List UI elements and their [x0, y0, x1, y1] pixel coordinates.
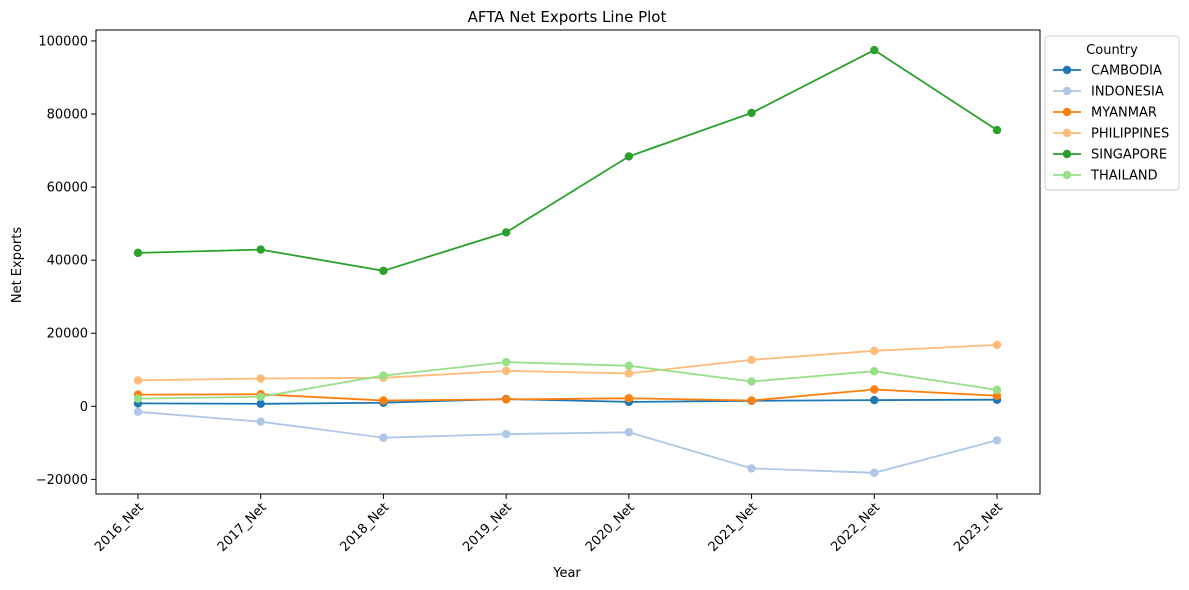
series-line-philippines: [137, 344, 998, 382]
y-axis-title: Net Exports: [10, 227, 25, 304]
data-point-philippines: [870, 346, 879, 355]
series-line-thailand: [137, 361, 998, 400]
data-point-thailand: [133, 394, 143, 403]
chart-title: AFTA Net Exports Line Plot: [468, 8, 667, 26]
series-line-indonesia: [137, 410, 998, 474]
x-tick-label: 2019_Net: [460, 500, 515, 555]
data-point-singapore: [870, 45, 879, 55]
data-point-indonesia: [870, 468, 879, 478]
data-point-thailand: [747, 377, 756, 386]
data-point-indonesia: [133, 407, 143, 416]
series-line-cambodia: [137, 398, 998, 405]
x-tick-label: 2017_Net: [215, 500, 270, 555]
data-point-indonesia: [256, 417, 265, 426]
legend-marker-myanmar: [1062, 107, 1072, 117]
data-point-cambodia: [256, 399, 265, 408]
data-point-thailand: [379, 371, 388, 380]
legend-label-thailand: THAILAND: [1090, 169, 1158, 184]
data-point-cambodia: [870, 395, 879, 405]
x-tick-label: 2021_Net: [706, 500, 761, 555]
data-point-singapore: [992, 125, 1002, 135]
legend-label-cambodia: CAMBODIA: [1091, 64, 1162, 79]
data-point-myanmar: [992, 391, 1002, 400]
legend-box: [1044, 35, 1180, 191]
data-point-myanmar: [379, 396, 388, 405]
x-tick-label: 2016_Net: [92, 500, 147, 555]
data-point-philippines: [624, 369, 634, 378]
data-point-indonesia: [747, 464, 756, 473]
data-point-indonesia: [992, 436, 1002, 445]
legend-marker-indonesia: [1062, 86, 1072, 96]
legend-label-myanmar: MYANMAR: [1091, 106, 1157, 121]
y-tick-label: 0: [80, 400, 88, 415]
plot-area: −20000 0 20000 40000 60000 80000 100000 2016_Ne…: [36, 29, 1041, 555]
data-point-singapore: [747, 108, 756, 118]
data-point-myanmar: [870, 385, 879, 394]
legend-marker-cambodia: [1062, 65, 1072, 75]
data-point-philippines: [133, 376, 143, 385]
x-tick-label: 2023_Net: [951, 500, 1006, 555]
data-point-thailand: [870, 367, 879, 376]
data-point-singapore: [133, 248, 143, 258]
legend-title: Country: [1086, 43, 1138, 58]
data-point-thailand: [992, 385, 1002, 395]
y-tick-label: 80000: [47, 108, 88, 123]
legend-label-philippines: PHILIPPINES: [1091, 127, 1169, 142]
data-point-thailand: [256, 392, 265, 402]
data-point-indonesia: [379, 433, 388, 442]
y-tick-label: −20000: [36, 473, 88, 488]
y-tick-label: 100000: [38, 34, 88, 49]
series-line-myanmar: [137, 388, 998, 402]
data-point-philippines: [992, 340, 1002, 350]
legend: Country CAMBODIA INDONESIA MYANMAR PHILIPPIN…: [1044, 35, 1180, 191]
x-axis-title: Year: [552, 566, 581, 581]
data-point-indonesia: [501, 429, 511, 439]
legend-label-singapore: SINGAPORE: [1091, 148, 1167, 163]
plot-frame: [95, 29, 1041, 495]
legend-label-indonesia: INDONESIA: [1091, 85, 1164, 100]
legend-marker-thailand: [1062, 170, 1072, 180]
legend-marker-singapore: [1062, 149, 1072, 159]
data-point-singapore: [379, 266, 388, 275]
data-point-thailand: [501, 357, 511, 367]
data-point-myanmar: [747, 396, 756, 405]
y-tick-label: 40000: [47, 254, 88, 269]
y-tick-label: 60000: [47, 181, 88, 196]
data-point-singapore: [256, 245, 265, 254]
data-point-singapore: [501, 228, 511, 237]
data-point-philippines: [256, 374, 265, 383]
series-line-singapore: [137, 49, 998, 272]
data-point-myanmar: [501, 395, 511, 404]
y-tick-label: 20000: [47, 327, 88, 342]
data-point-thailand: [624, 361, 634, 370]
x-tick-label: 2022_Net: [828, 500, 883, 555]
x-tick-label: 2018_Net: [338, 500, 393, 555]
data-point-philippines: [747, 355, 756, 365]
x-tick-label: 2020_Net: [583, 500, 638, 555]
data-point-myanmar: [624, 394, 634, 403]
data-point-philippines: [501, 366, 511, 376]
legend-marker-philippines: [1062, 128, 1072, 138]
data-point-singapore: [624, 152, 634, 161]
data-point-indonesia: [624, 428, 634, 437]
